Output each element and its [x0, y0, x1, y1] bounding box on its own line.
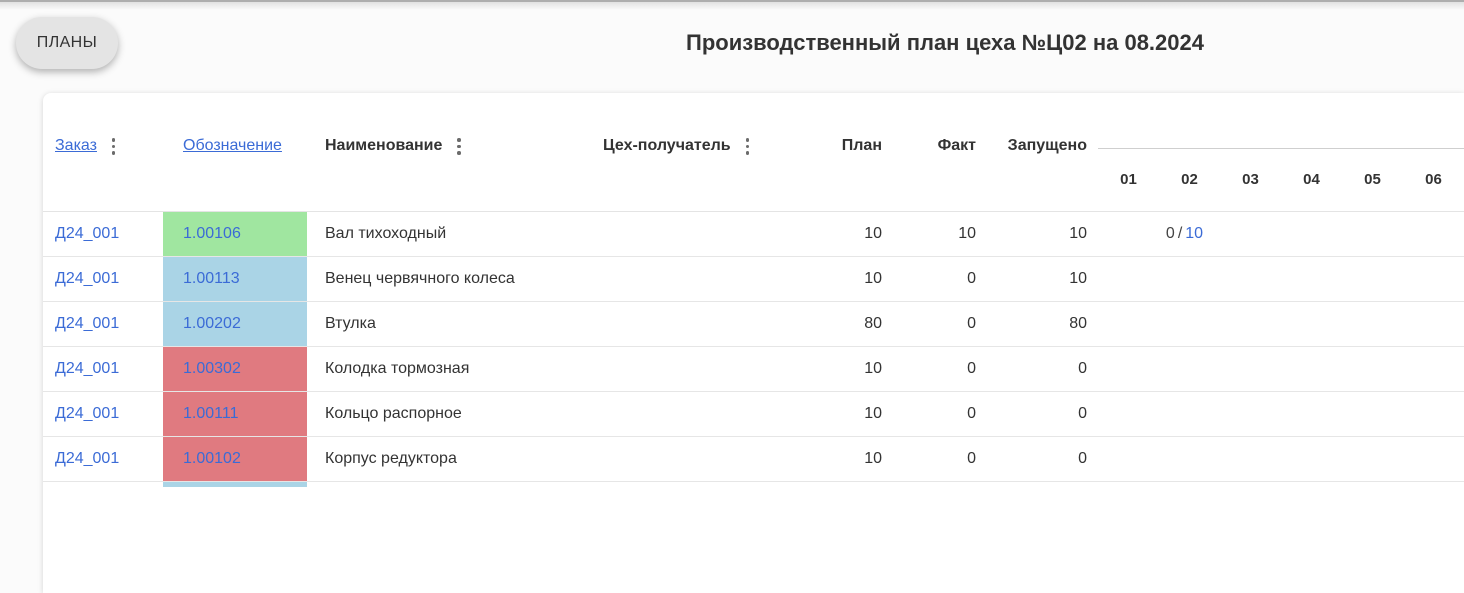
days-group-header: 01 02 03 04 05 06 [1098, 148, 1464, 188]
day-column-01: 01 [1120, 171, 1137, 188]
launched-value: 10 [1069, 225, 1087, 242]
page-title: Производственный план цеха №Ц02 на 08.20… [686, 30, 1204, 55]
column-header-fact: Факт [937, 137, 976, 155]
column-header-designation: Обозначение [163, 137, 307, 155]
day-cell-05 [1337, 225, 1398, 243]
table-body: Д24_001 1.00106 Вал тихоходный 10 10 10 … [43, 212, 1464, 487]
plan-value: 10 [864, 360, 882, 377]
designation-sort-link[interactable]: Обозначение [183, 137, 282, 155]
plan-value: 10 [864, 225, 882, 242]
plan-value: 80 [864, 315, 882, 332]
designation-value: 1.00106 [183, 225, 241, 242]
order-sort-link[interactable]: Заказ [55, 137, 97, 155]
item-name: Кольцо распорное [325, 405, 462, 422]
designation-value: 1.00111 [183, 405, 239, 422]
fact-value: 0 [967, 405, 976, 422]
day-cell-03 [1215, 225, 1276, 243]
day-fact-value: 0 [1165, 225, 1175, 242]
designation-status-cell[interactable]: 1.00202 [163, 302, 307, 346]
order-link[interactable]: Д24_001 [55, 270, 120, 287]
day-column-06: 06 [1425, 171, 1442, 188]
kebab-menu-icon[interactable] [455, 136, 463, 157]
table-row[interactable]: Д24_001 1.00113 Венец червячного колеса … [43, 257, 1464, 302]
top-edge-shadow [0, 0, 1464, 10]
column-header-launched: Запущено [1007, 137, 1087, 155]
table-row[interactable]: Д24_001 1.00102 Корпус редуктора 10 0 0 [43, 437, 1464, 482]
designation-status-cell[interactable]: 1.00102 [163, 437, 307, 481]
designation-value: 1.00113 [183, 270, 240, 287]
fact-value: 0 [967, 360, 976, 377]
launched-value: 80 [1069, 315, 1087, 332]
table-row[interactable]: Д24_001 1.00302 Колодка тормозная 10 0 0 [43, 347, 1464, 392]
fact-value: 10 [958, 225, 976, 242]
designation-status-cell[interactable]: 1.00302 [163, 347, 307, 391]
day-column-03: 03 [1242, 171, 1259, 188]
day-column-04: 04 [1303, 171, 1320, 188]
plan-value: 10 [864, 405, 882, 422]
table-row[interactable]: Д24_001 1.00111 Кольцо распорное 10 0 0 [43, 392, 1464, 437]
day-cell-01 [1093, 225, 1154, 243]
item-name: Вал тихоходный [325, 225, 447, 242]
order-link[interactable]: Д24_001 [55, 360, 120, 377]
table-row[interactable]: Д24_001 1.00202 Втулка 80 0 80 [43, 302, 1464, 347]
column-header-order: Заказ [43, 136, 163, 157]
item-name: Корпус редуктора [325, 450, 457, 467]
fact-value: 0 [967, 270, 976, 287]
kebab-menu-icon[interactable] [744, 136, 752, 157]
designation-value: 1.00102 [183, 450, 241, 467]
day-cell-02: 0/10 [1154, 225, 1215, 243]
column-header-recipient-shop: Цех-получатель [585, 136, 750, 157]
kebab-menu-icon[interactable] [110, 136, 118, 157]
launched-value: 0 [1078, 405, 1087, 422]
column-header-plan: План [841, 137, 882, 155]
launched-value: 10 [1069, 270, 1087, 287]
item-name: Втулка [325, 315, 376, 332]
designation-status-cell[interactable]: 1.00113 [163, 257, 307, 301]
table-row[interactable]: Д24_001 1.00106 Вал тихоходный 10 10 10 … [43, 212, 1464, 257]
table-row-partial [43, 482, 1464, 487]
plan-value: 10 [864, 450, 882, 467]
plan-table-card: Заказ Обозначение Наименование Цех-получ… [43, 93, 1464, 593]
fact-value: 0 [967, 315, 976, 332]
order-link[interactable]: Д24_001 [55, 450, 120, 467]
order-link[interactable]: Д24_001 [55, 225, 120, 242]
launched-value: 0 [1078, 360, 1087, 377]
designation-value: 1.00202 [183, 315, 241, 332]
day-plan-link[interactable]: 10 [1185, 225, 1204, 242]
table-header: Заказ Обозначение Наименование Цех-получ… [43, 93, 1464, 212]
day-cell-06 [1398, 225, 1459, 243]
order-link[interactable]: Д24_001 [55, 405, 120, 422]
day-column-02: 02 [1181, 171, 1198, 188]
item-name: Венец червячного колеса [325, 270, 515, 287]
day-column-05: 05 [1364, 171, 1381, 188]
designation-status-cell[interactable]: 1.00106 [163, 212, 307, 256]
designation-status-cell[interactable]: 1.00111 [163, 392, 307, 436]
order-link[interactable]: Д24_001 [55, 315, 120, 332]
day-separator: / [1177, 225, 1183, 242]
plan-value: 10 [864, 270, 882, 287]
launched-value: 0 [1078, 450, 1087, 467]
item-name: Колодка тормозная [325, 360, 470, 377]
day-cell-04 [1276, 225, 1337, 243]
column-header-name: Наименование [307, 136, 585, 157]
fact-value: 0 [967, 450, 976, 467]
designation-value: 1.00302 [183, 360, 241, 377]
plans-button[interactable]: ПЛАНЫ [16, 17, 118, 69]
designation-status-cell [163, 482, 307, 487]
